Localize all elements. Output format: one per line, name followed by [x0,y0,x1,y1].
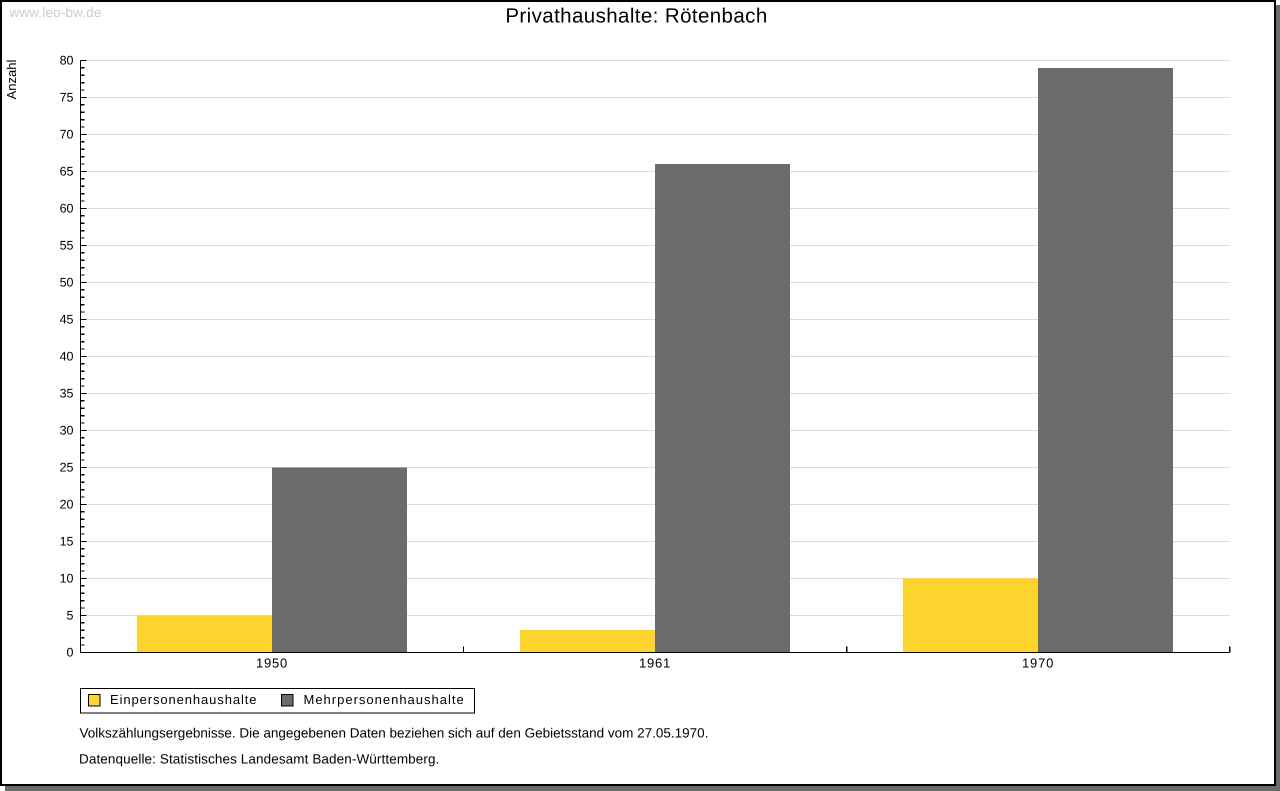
svg-text:70: 70 [60,128,74,142]
svg-text:25: 25 [60,461,74,475]
svg-text:10: 10 [60,572,74,586]
svg-text:55: 55 [60,239,74,253]
svg-text:1970: 1970 [1022,656,1054,671]
svg-text:1950: 1950 [256,656,288,671]
svg-text:Datenquelle: Statistisches Lan: Datenquelle: Statistisches Landesamt Bad… [79,752,439,767]
svg-text:40: 40 [60,350,74,364]
svg-text:Mehrpersonenhaushalte: Mehrpersonenhaushalte [304,692,465,707]
svg-text:80: 80 [60,54,74,68]
svg-text:Volkszählungsergebnisse. Die a: Volkszählungsergebnisse. Die angegebenen… [80,726,709,741]
svg-text:50: 50 [60,276,74,290]
svg-text:1961: 1961 [639,656,671,671]
svg-text:65: 65 [60,165,74,179]
svg-text:5: 5 [67,609,74,623]
svg-text:www.leo-bw.de: www.leo-bw.de [9,5,102,20]
svg-text:45: 45 [60,313,74,327]
svg-text:Anzahl: Anzahl [4,60,19,100]
svg-text:20: 20 [60,498,74,512]
svg-text:Privathaushalte: Rötenbach: Privathaushalte: Rötenbach [505,5,767,28]
svg-text:60: 60 [60,202,74,216]
svg-text:35: 35 [60,387,74,401]
svg-text:15: 15 [60,535,74,549]
svg-text:30: 30 [60,424,74,438]
svg-text:0: 0 [67,646,74,660]
svg-text:Einpersonenhaushalte: Einpersonenhaushalte [110,692,257,707]
svg-text:75: 75 [60,91,74,105]
